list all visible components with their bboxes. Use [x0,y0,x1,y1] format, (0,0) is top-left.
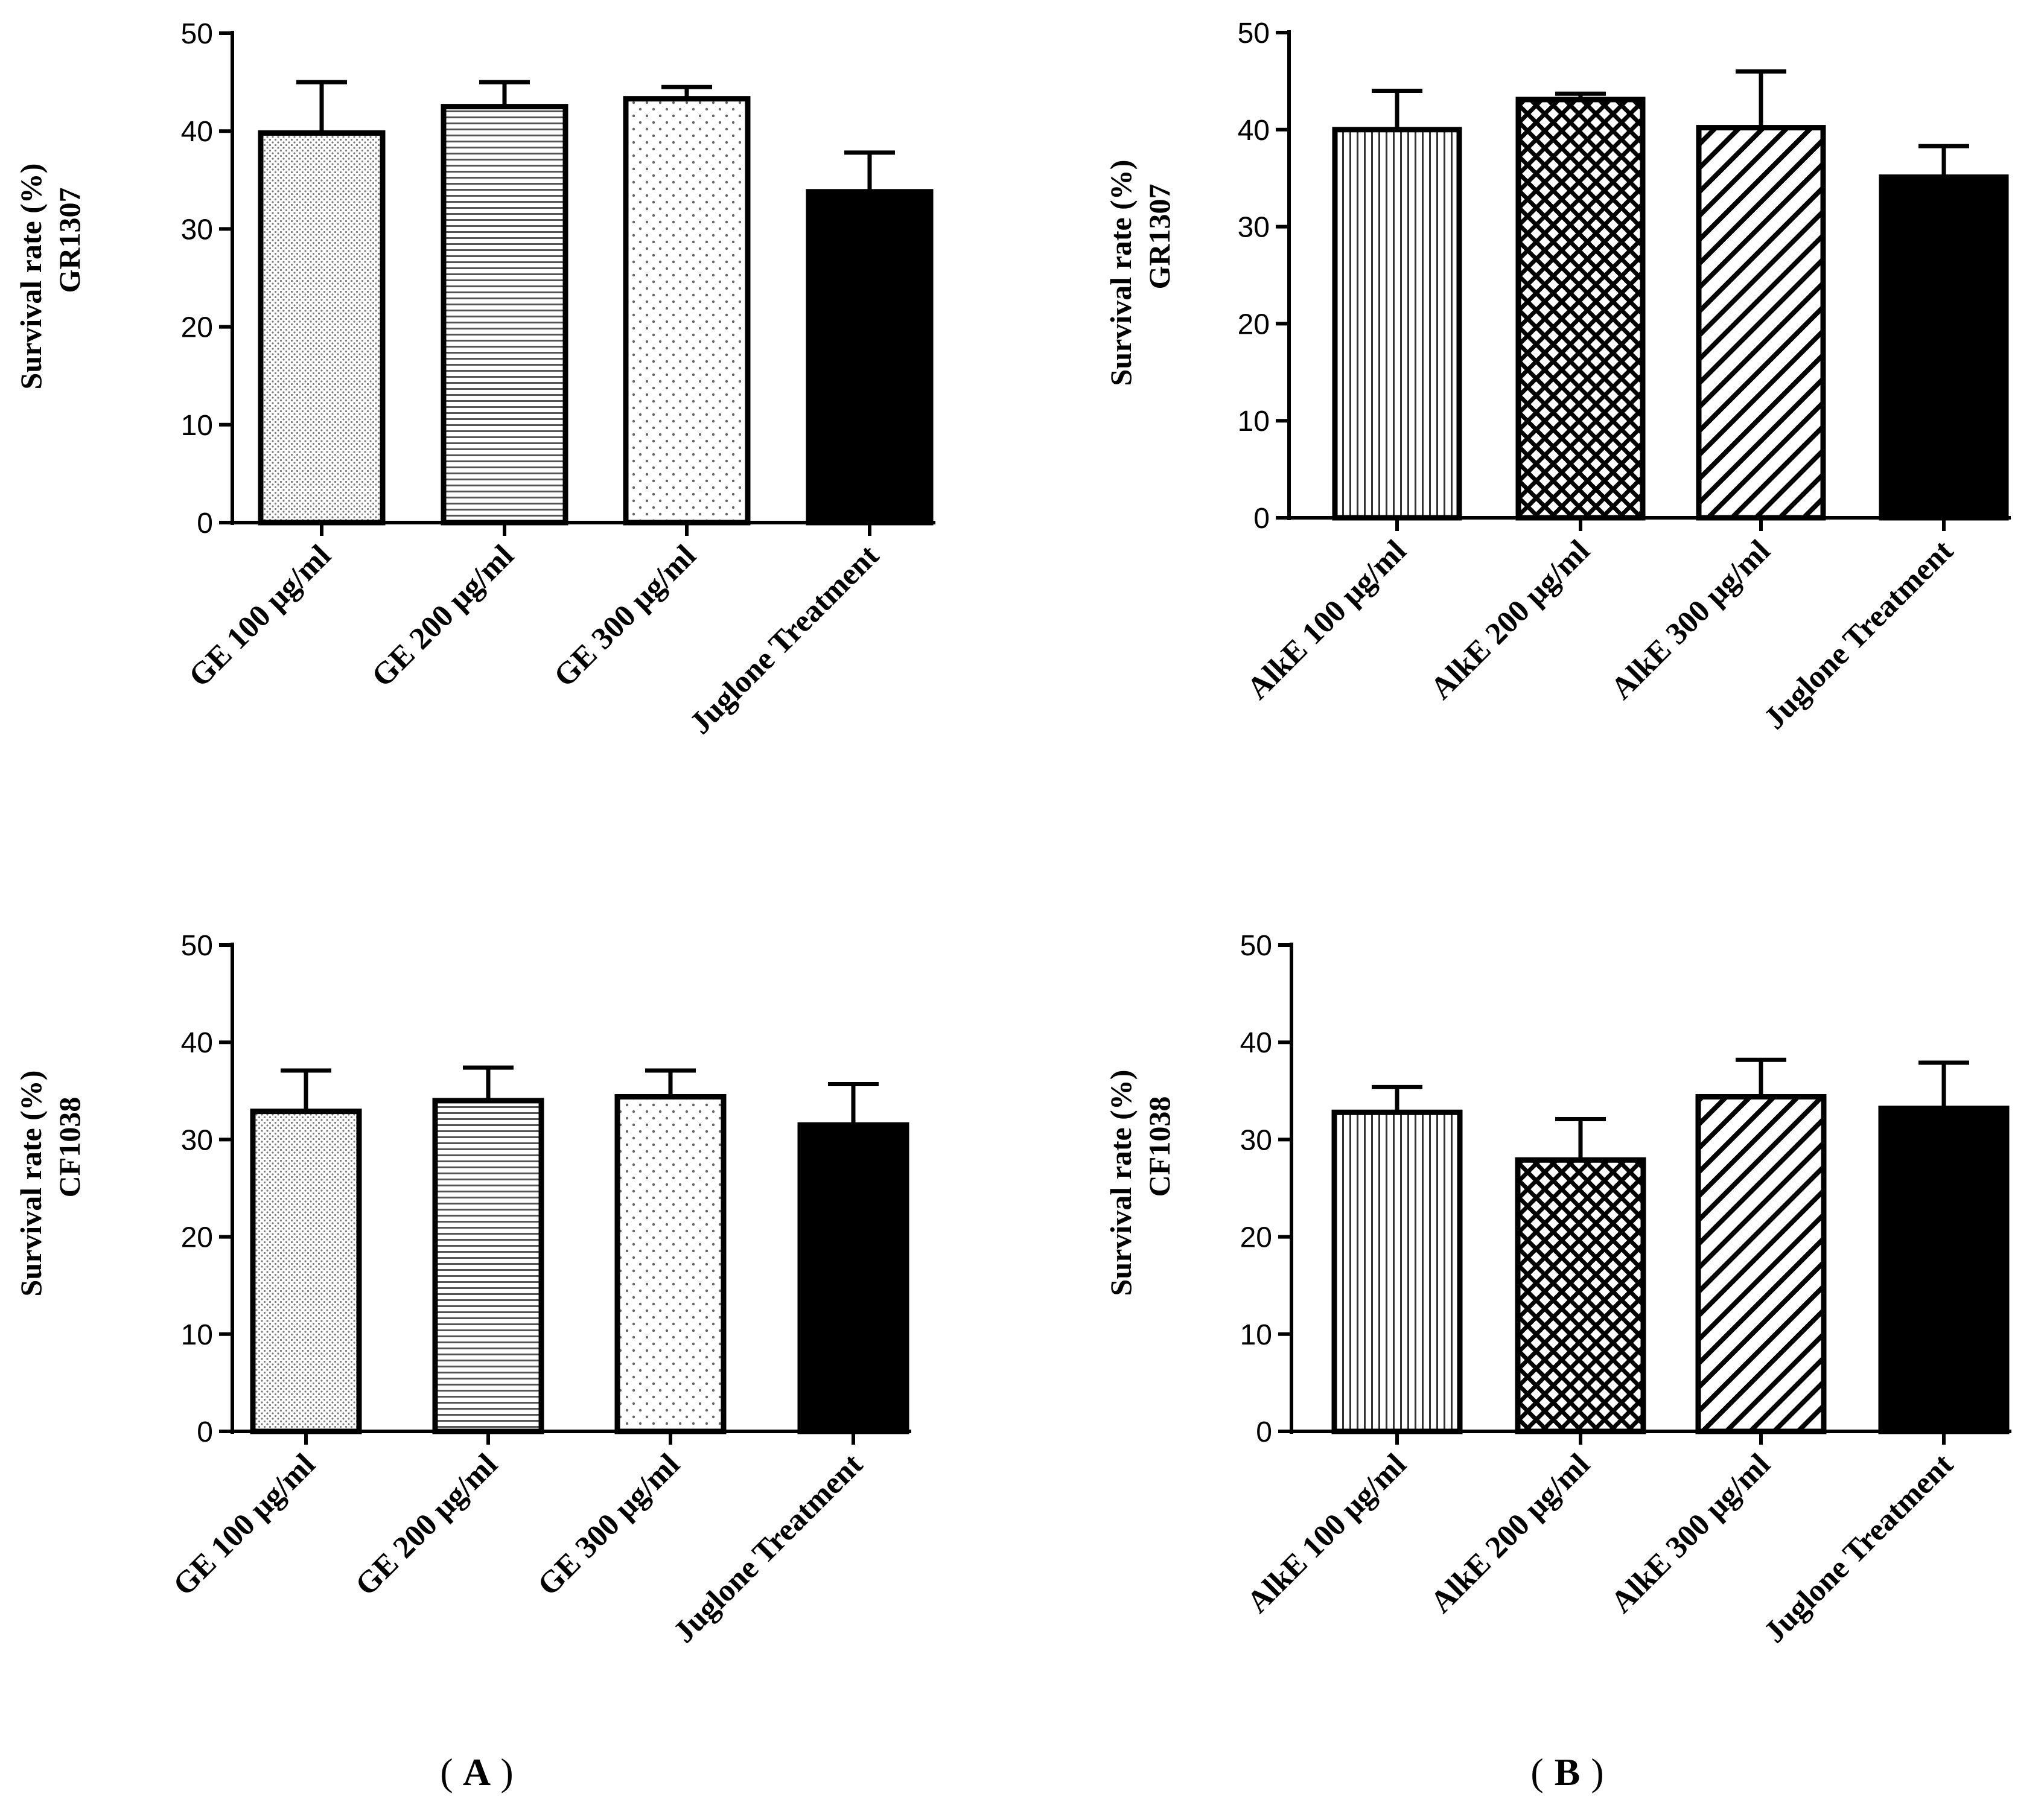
panel-label-b: B [1555,1751,1581,1793]
x-tick-label: GE 200 μg/ml [365,538,520,693]
y-tick-label: 40 [181,116,213,148]
bar [1332,127,1462,521]
y-tick-label: 40 [1240,1027,1272,1059]
panel-label-a-left-paren: ( [440,1751,453,1793]
y-tick-label: 50 [1240,930,1272,962]
y-tick-label: 10 [181,410,213,442]
y-axis-title: Survival rate (%) [1104,160,1138,386]
x-tick-label: AlkE 300 μg/ml [1605,533,1777,706]
y-tick-label: 40 [1238,115,1270,147]
x-tick-label: AlkE 200 μg/ml [1424,533,1597,706]
y-tick-label: 20 [181,1222,213,1254]
y-tick-label: 30 [181,1124,213,1156]
y-tick-label: 20 [181,312,213,344]
y-tick-label: 50 [181,930,213,962]
bar [614,1093,727,1434]
x-tick-label: Juglone Treatment [1757,1447,1960,1650]
y-axis-title: Survival rate (%) [14,164,48,390]
y-tick-label: 50 [1238,18,1270,49]
bar [250,1109,362,1434]
chart-bottom-left: 0 10 20 30 40 50 GE 100 μg/ml GE 200 μg/ml GE 30… [14,930,911,1650]
panel-label-a-right-paren: ) [500,1751,513,1793]
y-tick-label: 10 [181,1319,213,1351]
y-axis-subtitle: GR1307 [53,188,86,293]
x-tick-label: GE 100 μg/ml [182,538,337,693]
y-tick-label: 20 [1240,1222,1272,1254]
panel-label-b-right-paren: ) [1591,1751,1603,1793]
chart-top-left: 0 10 20 30 40 50 GE 100 μg/ml GE 200 μg/ml GE 30… [14,18,935,741]
chart-top-right: 0 10 20 30 40 50 AlkE 100 μg/ml AlkE 200 μg/ml A… [1104,18,2011,736]
bar [1879,174,2009,521]
bar [623,96,751,526]
y-tick-label: 20 [1238,308,1270,340]
y-tick-label: 30 [181,214,213,246]
bar [1696,125,1826,521]
y-axis-title: Survival rate (%) [1104,1070,1138,1296]
x-tick-label: GE 300 μg/ml [547,538,702,693]
x-tick-label: GE 300 μg/ml [531,1447,686,1602]
x-tick-label: AlkE 300 μg/ml [1605,1447,1777,1620]
x-tick-label: AlkE 100 μg/ml [1241,1447,1413,1620]
bar [1878,1106,2010,1434]
x-tick-label: GE 200 μg/ml [349,1447,504,1602]
y-tick-label: 0 [1256,1416,1272,1448]
x-tick-label: GE 100 μg/ml [167,1447,322,1602]
y-axis-subtitle: GR1307 [1142,184,1176,290]
x-tick-label: AlkE 100 μg/ml [1241,533,1413,706]
bar [441,104,568,526]
y-axis-subtitle: CF1038 [1142,1096,1176,1197]
bar [806,189,934,526]
y-tick-label: 10 [1238,406,1270,438]
bar [432,1098,544,1434]
y-axis-subtitle: CF1038 [53,1097,86,1198]
y-axis-title: Survival rate (%) [14,1071,48,1297]
panel-label-b-left-paren: ( [1530,1751,1543,1793]
y-tick-label: 30 [1240,1124,1272,1156]
chart-bottom-right: 0 10 20 30 40 50 AlkE 100 μg/ml AlkE 200 μg/ml A… [1104,930,2011,1650]
bar [1331,1109,1463,1434]
y-tick-label: 10 [1240,1319,1272,1351]
x-tick-label: Juglone Treatment [1757,533,1960,736]
y-tick-label: 0 [1253,503,1270,535]
x-tick-label: Juglone Treatment [683,538,886,741]
y-tick-label: 50 [181,18,213,50]
x-tick-label: AlkE 200 μg/ml [1424,1447,1597,1620]
bar [258,130,386,526]
x-tick-label: Juglone Treatment [667,1447,870,1650]
panel-label-a: A [463,1751,491,1793]
y-tick-label: 0 [197,508,213,539]
bar [797,1122,909,1434]
bar [1695,1093,1827,1434]
y-tick-label: 40 [181,1027,213,1059]
bar [1515,97,1646,521]
bar [1515,1157,1646,1434]
y-tick-label: 0 [197,1416,213,1448]
y-tick-label: 30 [1238,212,1270,244]
